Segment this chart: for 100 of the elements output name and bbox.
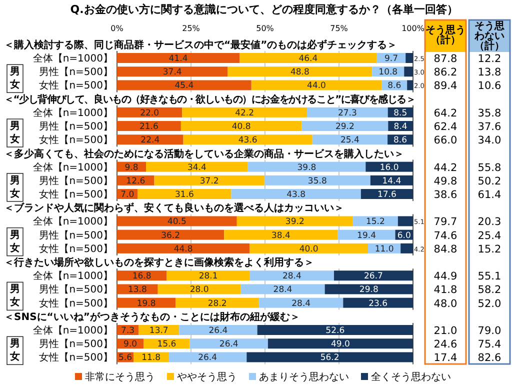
data-label: 22.4 bbox=[140, 136, 160, 146]
text: 58.2 bbox=[478, 284, 502, 296]
y-tick-label: 女性【n=500】 bbox=[39, 352, 113, 364]
data-label: 12.6 bbox=[126, 176, 146, 186]
text: 25.4 bbox=[478, 230, 502, 242]
text: 74.6 bbox=[434, 230, 458, 242]
text: 37.6 bbox=[478, 121, 502, 133]
data-label: 44.0 bbox=[307, 81, 326, 92]
x-tick-label: 100% bbox=[402, 24, 425, 33]
data-label: 8.5 bbox=[394, 108, 408, 118]
data-label: 6.0 bbox=[397, 230, 411, 241]
y-tick-label: 全体【n=1000】 bbox=[32, 324, 113, 336]
data-label: 23.6 bbox=[368, 298, 388, 309]
text: 79.0 bbox=[478, 325, 502, 337]
annotation: ＜ブランドや人気に関わらず、安くても良いものを選べる人はカッコいい＞ bbox=[4, 202, 344, 214]
data-label: 28.4 bbox=[273, 285, 292, 296]
text: 66.0 bbox=[434, 134, 458, 147]
data-label: 43.8 bbox=[286, 190, 306, 200]
y-tick-label: 全体【n=1000】 bbox=[32, 161, 113, 174]
x-tick-label: 50% bbox=[256, 24, 274, 33]
data-label: 26.4 bbox=[219, 340, 238, 350]
data-label: 26.7 bbox=[364, 272, 383, 282]
data-label: 45.4 bbox=[174, 81, 194, 92]
text: 34.0 bbox=[478, 134, 502, 147]
data-label: 29.2 bbox=[335, 122, 354, 132]
text: 男女 bbox=[9, 174, 20, 200]
data-label: 31.6 bbox=[175, 190, 194, 200]
data-label: 49.0 bbox=[331, 340, 350, 350]
annotation: ＜行きたい場所や欲しいものを探すときに画像検索をよく利用する＞ bbox=[4, 256, 314, 269]
data-label: 38.4 bbox=[272, 230, 290, 241]
x-tick-label: 25% bbox=[182, 24, 200, 33]
text: 15.2 bbox=[478, 243, 502, 256]
data-label: 19.4 bbox=[357, 230, 376, 241]
y-tick-label: 女性【n=500】 bbox=[39, 80, 113, 92]
data-label: 40.0 bbox=[299, 244, 318, 254]
data-label: 8.4 bbox=[394, 122, 408, 132]
y-tick-label: 全体【n=1000】 bbox=[32, 106, 113, 119]
text: 男女 bbox=[9, 283, 20, 308]
text: 86.2 bbox=[434, 66, 458, 79]
data-label: 39.2 bbox=[285, 217, 304, 228]
data-label: 11.8 bbox=[142, 353, 161, 364]
text: 男女 bbox=[9, 120, 20, 145]
annotation: ＜“少し背伸びして、良いもの（好きなもの・欲しいもの）にお金をかけること”に喜びを感じる＞ bbox=[4, 93, 416, 106]
data-label: 13.7 bbox=[149, 326, 168, 336]
text: 12.2 bbox=[478, 53, 502, 65]
text: 10.6 bbox=[478, 80, 502, 92]
text: 38.6 bbox=[434, 189, 458, 201]
y-tick-label: 男性【n=500】 bbox=[39, 174, 113, 187]
y-tick-label: 女性【n=500】 bbox=[39, 134, 113, 146]
data-label: 9.8 bbox=[124, 162, 138, 173]
data-label: 28.4 bbox=[282, 272, 302, 282]
text: 44.9 bbox=[434, 270, 458, 283]
text: 89.4 bbox=[434, 80, 458, 92]
legend-label: ややそう思う bbox=[177, 372, 237, 383]
text: 41.8 bbox=[434, 284, 458, 296]
text: 20.3 bbox=[478, 216, 502, 228]
data-label: 26.4 bbox=[208, 326, 228, 336]
data-label: 28.1 bbox=[198, 272, 218, 282]
data-label: 22.0 bbox=[140, 108, 160, 118]
data-label: 26.4 bbox=[198, 353, 218, 364]
data-label: 29.8 bbox=[359, 285, 378, 296]
y-tick-label: 女性【n=500】 bbox=[39, 297, 113, 310]
text: 24.6 bbox=[434, 338, 458, 351]
text: 49.8 bbox=[434, 175, 458, 188]
data-label: 15.2 bbox=[366, 217, 385, 228]
data-label: 39.8 bbox=[297, 162, 316, 173]
data-label: 16.0 bbox=[380, 162, 399, 173]
data-label: 7.0 bbox=[120, 190, 134, 200]
y-tick-label: 男性【n=500】 bbox=[39, 229, 113, 242]
data-label: 13.8 bbox=[128, 285, 147, 296]
data-label: 27.3 bbox=[338, 108, 357, 118]
x-tick-label: 0% bbox=[110, 24, 124, 33]
data-label: 36.2 bbox=[161, 230, 180, 241]
data-label: 11.0 bbox=[374, 244, 394, 254]
data-label: 28.4 bbox=[292, 298, 311, 309]
data-label: 5.6 bbox=[118, 353, 132, 364]
data-label: 9.0 bbox=[124, 340, 138, 350]
text: 48.0 bbox=[434, 298, 458, 310]
legend-label: あまりそう思わない bbox=[259, 372, 349, 383]
text: 79.7 bbox=[434, 216, 458, 228]
data-label: 14.4 bbox=[382, 176, 402, 186]
data-label: 9.7 bbox=[384, 54, 398, 64]
annotation: ＜多少高くても、社会のためになる活動をしている企業の商品・サービスを購入したい＞ bbox=[4, 148, 404, 160]
legend-label: 非常にそう思う bbox=[85, 371, 155, 383]
data-label: 40.8 bbox=[232, 122, 251, 132]
data-label: 15.6 bbox=[157, 340, 176, 350]
text: 55.8 bbox=[478, 162, 502, 174]
annotation: ＜購入検討する際、同じ商品群・サービスの中で“最安値”のものは必ずチェックする＞ bbox=[4, 39, 398, 51]
data-label: 37.2 bbox=[200, 176, 219, 186]
data-label: 56.2 bbox=[320, 353, 340, 364]
text: 75.4 bbox=[478, 338, 502, 351]
text: 男女 bbox=[9, 228, 20, 254]
y-tick-label: 男性【n=500】 bbox=[39, 338, 113, 350]
text: 82.6 bbox=[478, 352, 502, 364]
data-label: 40.5 bbox=[167, 217, 186, 228]
text: 61.4 bbox=[478, 189, 502, 201]
data-label: 52.6 bbox=[326, 326, 345, 336]
chart-title: Q.お金の使い方に関する意識について、どの程度同意するか？（各単一回答） bbox=[70, 3, 458, 16]
x-tick-label: 75% bbox=[330, 24, 348, 33]
y-tick-label: 女性【n=500】 bbox=[39, 242, 113, 255]
